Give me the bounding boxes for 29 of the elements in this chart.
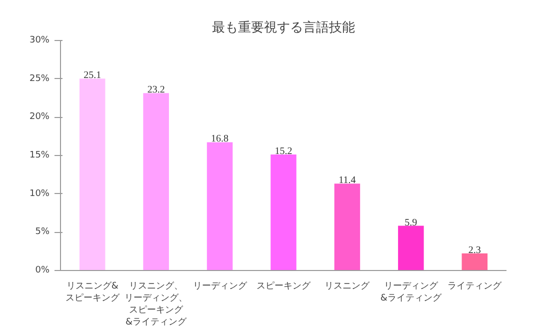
x-tick-label: リスニング、リーディング、スピーキング&ライティング — [124, 280, 188, 328]
x-tick-label: ライティング — [448, 280, 503, 292]
y-tick-label: 0% — [35, 266, 50, 276]
bar — [270, 153, 298, 270]
chart-title: 最も重要視する言語技能 — [212, 20, 355, 36]
bar — [206, 141, 234, 270]
bar — [333, 182, 362, 270]
data-label: 15.2 — [274, 146, 292, 157]
x-tick-label: リーディング&ライティング — [380, 280, 442, 304]
x-tick-label: リスニング&スピーキング — [65, 280, 120, 304]
data-label: 16.8 — [211, 134, 229, 145]
y-tick-label: 30% — [29, 36, 50, 46]
y-tick-label: 20% — [29, 112, 50, 122]
data-label: 5.9 — [404, 217, 418, 228]
y-tick-label: 25% — [29, 74, 50, 84]
data-label: 25.1 — [84, 70, 102, 82]
data-label: 11.4 — [338, 175, 356, 186]
bar — [397, 224, 425, 270]
x-tick-label: リーディング — [192, 280, 248, 292]
bar — [142, 92, 170, 270]
data-label: 2.3 — [468, 244, 481, 256]
y-tick-label: 5% — [35, 227, 50, 238]
x-tick-label: リスニング — [324, 280, 371, 292]
data-label: 23.2 — [147, 84, 165, 96]
y-tick-label: 10% — [29, 188, 50, 199]
bar — [78, 78, 106, 270]
x-tick-label: スピーキング — [256, 280, 312, 292]
bar — [460, 252, 489, 270]
y-tick-label: 15% — [29, 150, 50, 160]
